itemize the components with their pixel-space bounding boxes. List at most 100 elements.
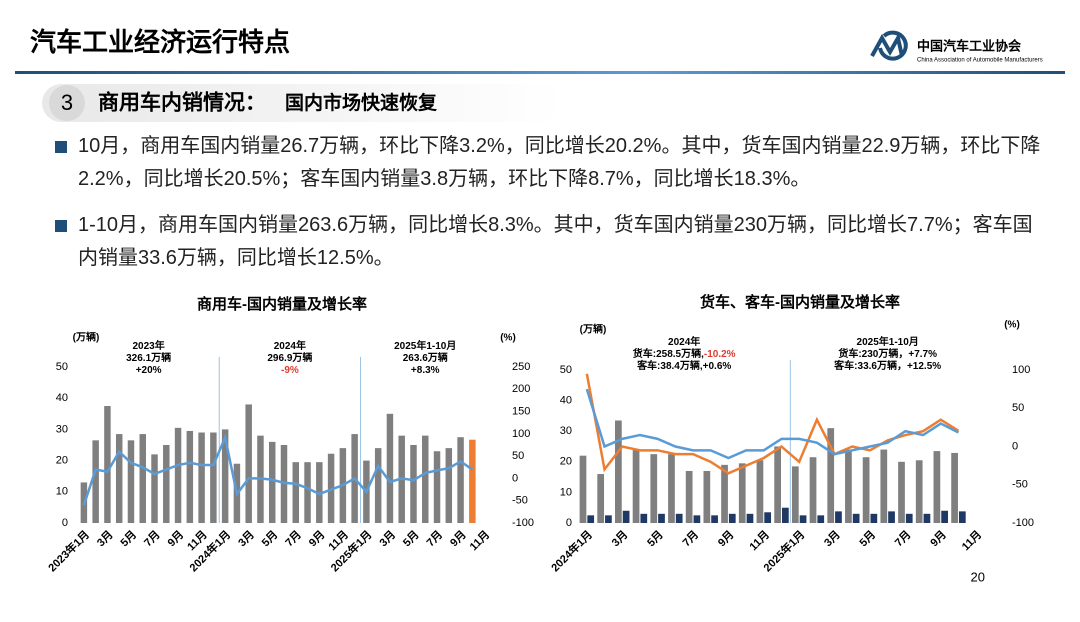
bar	[782, 507, 789, 523]
bar	[221, 429, 229, 523]
annotation: 2023年	[133, 339, 165, 352]
x-tick-label: 3月	[821, 528, 842, 549]
bar	[845, 449, 852, 523]
y2-axis-label: (%)	[500, 333, 516, 344]
annotation: 客车:33.6万辆，+12.5%	[833, 359, 941, 372]
bar	[422, 435, 429, 523]
bar	[163, 445, 170, 523]
logo-mark	[870, 30, 908, 61]
bar	[898, 461, 905, 523]
section-title: 商用车内销情况：	[98, 91, 266, 115]
bar	[605, 515, 612, 523]
annotation-segment: 2024年	[274, 339, 306, 352]
bar	[245, 404, 252, 523]
bar	[827, 428, 835, 523]
annotation: 263.6万辆	[403, 351, 448, 364]
bar	[711, 515, 718, 523]
y-tick-label: 40	[560, 395, 572, 407]
y-tick-label: 50	[560, 364, 572, 376]
y-axis-label: (万辆)	[580, 323, 607, 336]
y2-tick-label: 0	[512, 472, 518, 484]
bar	[774, 446, 781, 523]
annotation: -9%	[281, 365, 299, 376]
y2-tick-label: 250	[512, 361, 530, 373]
bar	[650, 454, 658, 523]
bar	[104, 406, 111, 523]
annotation-segment: -10.2%	[704, 349, 736, 360]
y-tick-label: 10	[560, 486, 572, 498]
bar	[835, 511, 842, 523]
y-tick-label: 10	[56, 486, 68, 498]
y2-tick-label: 100	[1012, 364, 1030, 376]
annotation-segment: 2023年	[133, 339, 165, 352]
x-tick-label: 5月	[857, 528, 878, 549]
bar	[597, 474, 605, 523]
y-tick-label: 20	[560, 456, 572, 468]
bar	[764, 512, 772, 523]
x-tick-label: 5月	[645, 528, 666, 549]
annotation-segment: 296.9万辆	[267, 351, 312, 364]
x-tick-label: 9月	[447, 528, 468, 549]
bar	[92, 440, 99, 523]
y2-axis-label: (%)	[1004, 320, 1020, 331]
bar	[958, 511, 966, 523]
bar	[809, 457, 817, 523]
annotation-segment: +8.3%	[411, 365, 440, 376]
x-tick-label: 7月	[283, 528, 304, 549]
x-tick-label: 5月	[259, 528, 280, 549]
annotation-segment: 货车:230万辆，+7.7%	[838, 347, 937, 360]
bar	[933, 451, 941, 523]
bar	[292, 462, 300, 523]
x-tick-label: 3月	[94, 528, 115, 549]
x-tick-label: 7月	[892, 528, 913, 549]
annotation-segment: 客车:38.4万辆,+0.6%	[636, 359, 731, 372]
y2-tick-label: 150	[512, 405, 530, 417]
y-tick-label: 20	[56, 455, 68, 467]
bar	[127, 440, 135, 523]
y2-tick-label: -50	[1012, 479, 1028, 491]
bar	[738, 463, 746, 523]
bar	[880, 449, 888, 523]
x-tick-label: 11月	[467, 528, 492, 553]
bar	[374, 448, 382, 523]
y2-tick-label: -100	[512, 517, 534, 529]
bullet-text: 1-10月，商用车国内销量263.6万辆，同比增长8.3%。其中，货车国内销量2…	[78, 214, 1033, 269]
bar	[817, 515, 825, 523]
x-tick-label: 5月	[400, 528, 421, 549]
header-rule	[15, 71, 1065, 74]
slide-title: 汽车工业经济运行特点	[30, 27, 290, 57]
x-tick-label: 9月	[928, 528, 949, 549]
bar	[640, 513, 648, 523]
bar	[622, 510, 630, 523]
bar	[198, 432, 205, 523]
bar	[445, 448, 453, 523]
section-subtitle: 国内市场快速恢复	[285, 91, 438, 114]
bar	[386, 413, 394, 523]
y2-tick-label: 100	[512, 428, 530, 440]
bar	[316, 462, 323, 523]
annotation-segment: 263.6万辆	[403, 351, 448, 364]
line-series	[82, 433, 474, 506]
bar	[139, 434, 146, 523]
bar	[941, 510, 948, 523]
annotation-segment: -9%	[281, 365, 299, 376]
y2-tick-label: -100	[1012, 517, 1034, 529]
bar	[658, 513, 665, 523]
bar	[469, 439, 476, 523]
bullet-marker	[55, 141, 67, 153]
y-axis-label: (万辆)	[73, 331, 100, 344]
bar	[721, 464, 728, 523]
annotation: 2024年	[274, 339, 306, 352]
annotation: +8.3%	[411, 365, 440, 376]
line-series	[585, 388, 960, 460]
bar	[115, 434, 123, 523]
bullet-marker	[55, 220, 67, 232]
x-tick-label: 2024年1月	[548, 527, 595, 574]
bar	[685, 470, 693, 523]
bar	[923, 513, 931, 523]
bullet-text: 10月，商用车国内销量26.7万辆，环比下降3.2%，同比增长20.2%。其中，…	[78, 135, 1041, 190]
bar	[703, 470, 711, 523]
x-tick-label: 11月	[959, 528, 984, 553]
line-series	[585, 373, 960, 475]
bar	[587, 515, 595, 523]
